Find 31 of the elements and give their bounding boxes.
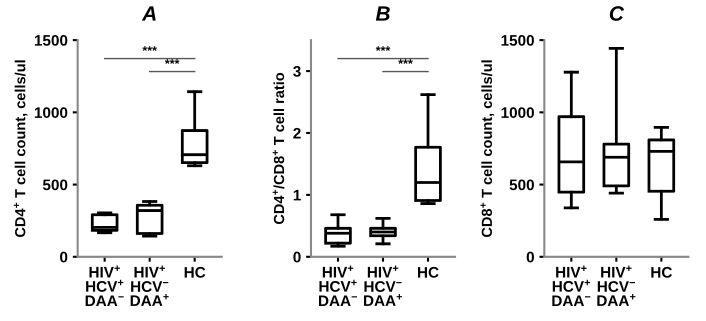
x-tick-label: HIV$^{+}$ HCV$^{−}$ DAA$^{+}$: [597, 266, 636, 306]
annotation: ***: [142, 46, 157, 51]
annotation: ***: [398, 59, 413, 64]
y-tick-label: 0: [293, 252, 301, 262]
x-tick-label: HIV$^{+}$ HCV$^{−}$ DAA$^{+}$: [364, 266, 402, 306]
y-tick-label: 1000: [502, 107, 534, 118]
y-axis-title: CD8$^{+}$ T cell count, cells/ul: [480, 60, 494, 238]
chart-title: B: [376, 6, 390, 21]
y-axis-title: CD4$^{+}$/CD8$^{+}$ T cell ratio: [272, 72, 284, 224]
x-tick-label: HC: [184, 266, 206, 278]
y-tick-label: 1: [294, 190, 301, 200]
y-tick-label: 1500: [502, 34, 534, 46]
x-tick-label: HIV$^{+}$ HCV$^{+}$ DAA$^{−}$: [552, 266, 590, 306]
x-tick-label: HIV$^{+}$ HCV$^{+}$ DAA$^{−}$: [319, 266, 358, 306]
y-tick-label: 2: [293, 128, 301, 139]
y-tick-label: 3: [293, 66, 301, 77]
y-tick-label: 500: [42, 179, 68, 190]
chart-title: C: [610, 6, 624, 21]
y-tick-label: 500: [510, 179, 534, 190]
x-tick-label: HIV$^{+}$ HCV$^{−}$ DAA$^{+}$: [130, 266, 169, 306]
y-axis-title: CD4$^{+}$ T cell count, cells/ul: [14, 60, 28, 238]
x-tick-label: HC: [651, 266, 672, 278]
y-tick-label: 0: [60, 252, 68, 262]
annotation: ***: [376, 46, 390, 51]
annotation: ***: [164, 59, 180, 64]
y-tick-label: 0: [526, 252, 534, 262]
x-tick-label: HC: [418, 266, 439, 278]
x-tick-label: HIV$^{+}$ HCV$^{+}$ DAA$^{−}$: [86, 266, 124, 306]
chart-title: A: [142, 6, 156, 21]
y-tick-label: 1500: [34, 34, 68, 46]
y-tick-label: 1000: [34, 107, 68, 118]
